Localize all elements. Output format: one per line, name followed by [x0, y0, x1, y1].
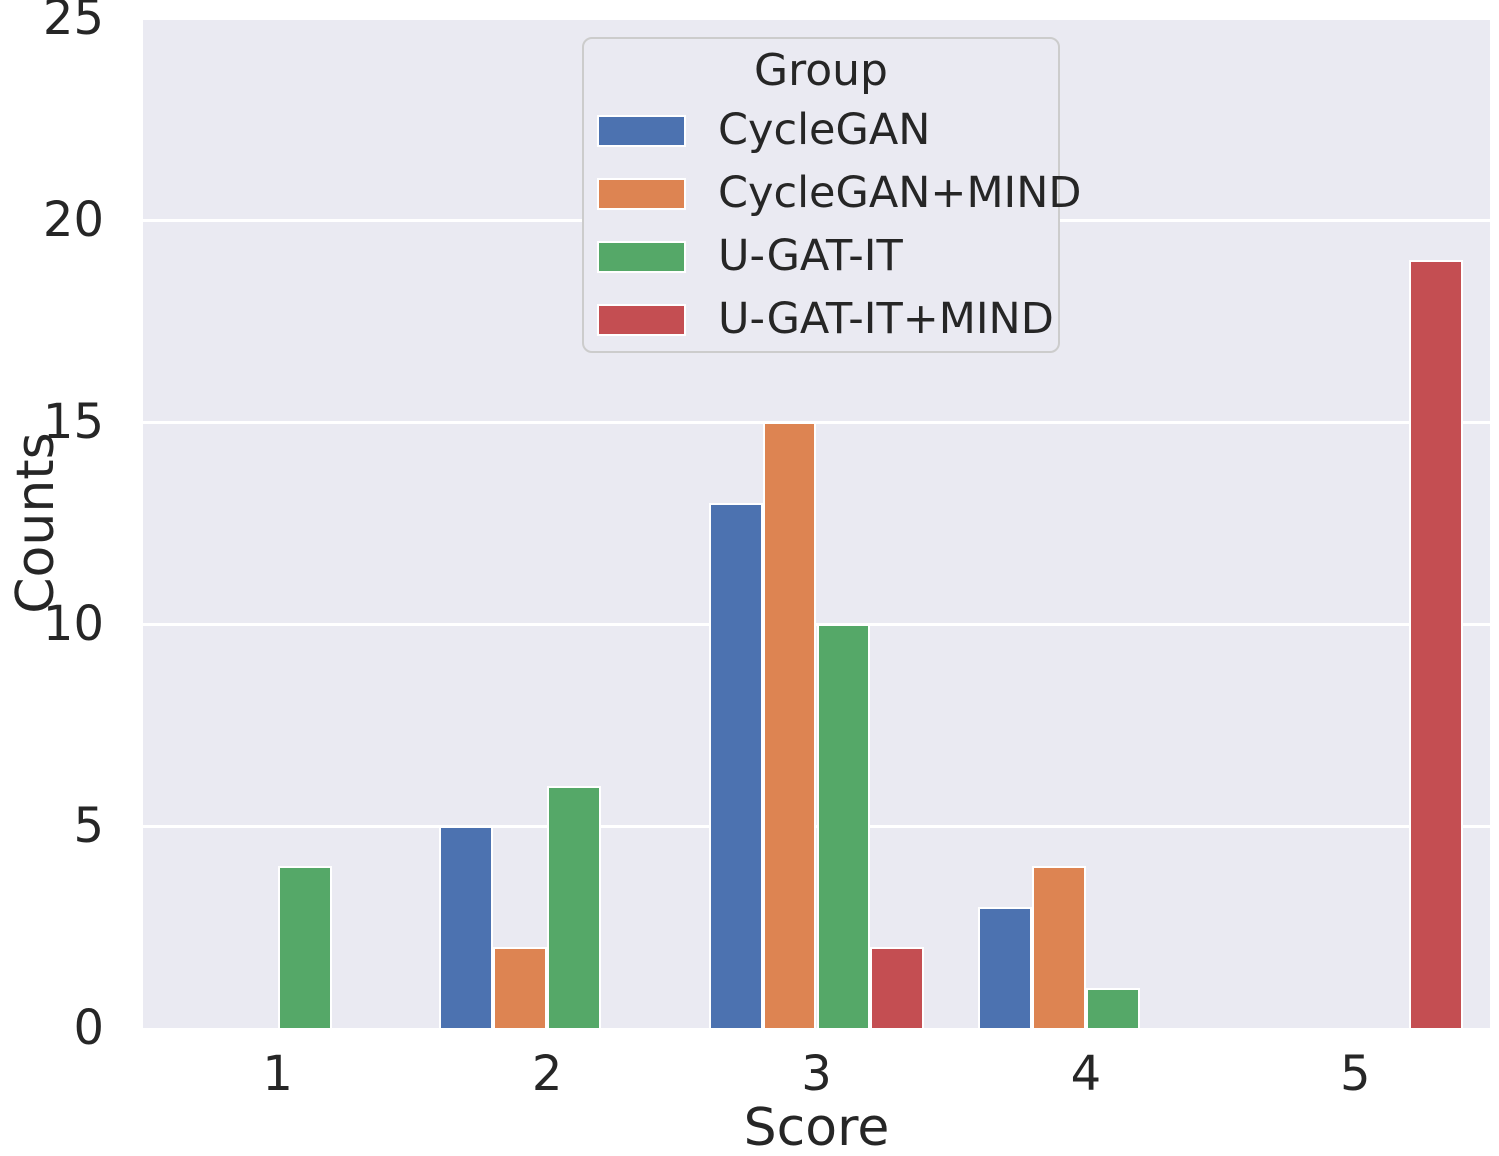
- legend-title: Group: [754, 45, 888, 96]
- legend-label: U-GAT-IT: [718, 231, 903, 281]
- bar-CycleGAN+MIND-score-4: [1032, 866, 1086, 1028]
- y-tick-10: 10: [42, 596, 104, 652]
- bar-CycleGAN-score-4: [978, 906, 1032, 1028]
- legend-item-U-GAT-IT: U-GAT-IT: [584, 225, 1058, 288]
- bar-U-GAT-IT-score-3: [816, 624, 871, 1028]
- legend-label: CycleGAN: [718, 105, 931, 155]
- bar-U-GAT-IT-score-1: [277, 866, 332, 1028]
- legend: Group CycleGAN CycleGAN+MIND U-GAT-IT U-GAT…: [582, 37, 1082, 353]
- y-tick-20: 20: [42, 192, 104, 248]
- legend-swatch-CycleGAN+MIND: [597, 177, 686, 210]
- x-tick-2: 2: [531, 1046, 563, 1102]
- x-tick-4: 4: [1070, 1046, 1102, 1102]
- gridline-y-25: [143, 18, 1490, 20]
- y-tick-15: 15: [42, 394, 104, 450]
- bar-CycleGAN+MIND-score-3: [762, 422, 817, 1028]
- legend-label: U-GAT-IT+MIND: [718, 294, 1054, 344]
- legend-swatch-CycleGAN: [597, 114, 686, 147]
- x-tick-3: 3: [801, 1046, 832, 1102]
- legend-item-CycleGAN: CycleGAN: [584, 99, 1058, 162]
- bar-U-GAT-IT+MIND-score-5: [1409, 260, 1464, 1028]
- gridline-y-15: [143, 420, 1490, 424]
- y-tick-25: 25: [42, 0, 104, 46]
- legend-item-U-GAT-IT+MIND: U-GAT-IT+MIND: [584, 288, 1058, 351]
- x-tick-5: 5: [1340, 1046, 1371, 1102]
- legend-swatch-U-GAT-IT: [597, 240, 686, 273]
- bar-CycleGAN-score-2: [439, 826, 494, 1028]
- y-axis-label: Counts: [6, 432, 66, 614]
- x-tick-1: 1: [262, 1046, 293, 1102]
- y-tick-5: 5: [73, 798, 104, 854]
- plot-area: Group CycleGAN CycleGAN+MIND U-GAT-IT U-GAT…: [143, 18, 1490, 1028]
- legend-swatch-U-GAT-IT+MIND: [597, 303, 686, 336]
- bar-U-GAT-IT-score-4: [1085, 987, 1140, 1028]
- legend-item-CycleGAN+MIND: CycleGAN+MIND: [584, 162, 1082, 225]
- legend-rows: CycleGAN CycleGAN+MIND U-GAT-IT U-GAT-IT+MI…: [584, 99, 1082, 351]
- bar-U-GAT-IT+MIND-score-3: [870, 947, 925, 1028]
- x-axis-label: Score: [743, 1098, 890, 1156]
- legend-label: CycleGAN+MIND: [718, 168, 1082, 218]
- bar-U-GAT-IT-score-2: [547, 785, 601, 1028]
- y-tick-0: 0: [73, 1000, 104, 1056]
- x-axis-ticks: 1 2 3 4 5: [143, 1042, 1490, 1104]
- bar-CycleGAN+MIND-score-2: [493, 947, 548, 1028]
- bar-CycleGAN-score-3: [708, 502, 763, 1028]
- y-axis-ticks: 0 5 10 15 20 25: [0, 0, 112, 1052]
